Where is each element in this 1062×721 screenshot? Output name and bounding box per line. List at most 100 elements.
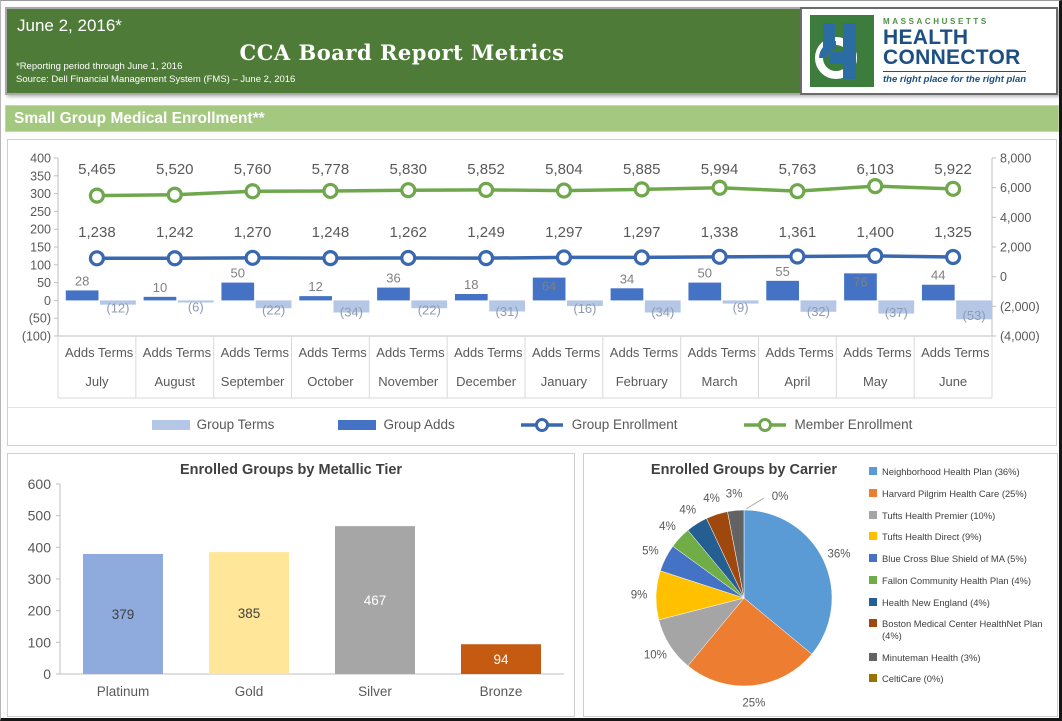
svg-text:0: 0	[43, 666, 51, 682]
svg-text:Adds: Adds	[65, 345, 95, 360]
svg-text:1,297: 1,297	[545, 224, 583, 241]
report-footnote-source: Source: Dell Financial Management System…	[16, 74, 296, 86]
report-footnote-reporting-period: *Reporting period through June 1, 2016	[16, 61, 183, 73]
report-header: June 2, 2016* CCA Board Report Metrics *…	[5, 7, 1058, 95]
carrier-pie-wrap: 36% 25% 10% 9% 5% 4% 4% 4% 3% 0%	[584, 472, 884, 718]
svg-text:Terms: Terms	[798, 345, 834, 360]
svg-text:Silver: Silver	[358, 684, 392, 699]
group-enrollment-label: Group Enrollment	[571, 417, 678, 432]
svg-text:50: 50	[37, 276, 51, 290]
report-footnotes: *Reporting period through June 1, 2016 S…	[16, 61, 295, 87]
svg-text:379: 379	[112, 607, 135, 622]
svg-text:5,778: 5,778	[312, 161, 350, 178]
member-enrollment-label: Member Enrollment	[794, 417, 913, 432]
svg-text:4%: 4%	[659, 521, 676, 533]
carrier-legend-swatch	[869, 532, 877, 541]
svg-text:300: 300	[30, 187, 51, 201]
svg-text:10: 10	[153, 280, 167, 295]
carrier-legend-item-1: Harvard Pilgrim Health Care (25%)	[869, 488, 1053, 499]
svg-text:18: 18	[464, 277, 478, 292]
legend-item-group-adds: Group Adds	[338, 417, 455, 432]
svg-text:December: December	[456, 374, 517, 389]
svg-text:Terms: Terms	[331, 345, 367, 360]
svg-text:(31): (31)	[496, 304, 519, 319]
svg-text:5,922: 5,922	[934, 161, 972, 178]
svg-text:Terms: Terms	[643, 345, 679, 360]
carrier-legend-swatch	[869, 575, 877, 584]
svg-text:34: 34	[620, 271, 634, 286]
svg-text:Adds: Adds	[143, 345, 173, 360]
svg-text:5%: 5%	[642, 545, 659, 557]
metallic-tier-chart-panel: Enrolled Groups by Metallic Tier 0 100 200…	[7, 453, 575, 717]
svg-text:1,238: 1,238	[78, 224, 116, 241]
carrier-legend-swatch	[869, 467, 877, 475]
svg-text:5,830: 5,830	[389, 161, 427, 178]
svg-text:January: January	[541, 374, 588, 389]
svg-text:0: 0	[44, 294, 51, 308]
carrier-legend-label: Health New England (4%)	[882, 596, 990, 608]
carrier-legend-item-8: Minuteman Health (3%)	[869, 652, 1053, 663]
svg-text:Platinum: Platinum	[97, 684, 150, 699]
svg-text:1,270: 1,270	[234, 224, 272, 241]
svg-text:Adds: Adds	[221, 345, 251, 360]
svg-text:3%: 3%	[726, 488, 743, 500]
legend-item-group-terms: Group Terms	[151, 417, 275, 432]
carrier-legend-swatch	[869, 488, 877, 497]
svg-text:(100): (100)	[22, 330, 51, 344]
svg-text:467: 467	[364, 593, 387, 608]
health-connector-logo-icon	[810, 15, 874, 87]
health-connector-logo-text: MASSACHUSETTS HEALTH CONNECTOR the right…	[883, 17, 1027, 85]
svg-text:5,885: 5,885	[623, 161, 661, 178]
svg-text:1,400: 1,400	[856, 224, 894, 241]
svg-text:400: 400	[30, 152, 51, 166]
svg-text:0%: 0%	[772, 491, 789, 503]
svg-text:(6): (6)	[188, 299, 204, 314]
svg-text:5,520: 5,520	[156, 161, 194, 178]
svg-text:44: 44	[931, 268, 945, 283]
section-title: Small Group Medical Enrollment**	[14, 110, 265, 127]
svg-text:Adds: Adds	[532, 345, 562, 360]
group-terms-label: Group Terms	[196, 417, 275, 432]
svg-text:(22): (22)	[262, 302, 285, 317]
metallic-tier-bar-chart: 0 100 200 300 400 500 600 379 Platinum 385 Gold 467…	[28, 476, 564, 699]
logo-tagline: the right place for the right plan	[883, 70, 1027, 85]
svg-text:Terms: Terms	[409, 345, 445, 360]
svg-text:1,248: 1,248	[312, 224, 350, 241]
member-enrollment-swatch	[743, 417, 786, 432]
svg-text:2,000: 2,000	[1000, 241, 1031, 255]
svg-text:36%: 36%	[827, 548, 850, 560]
carrier-legend-label: Harvard Pilgrim Health Care (25%)	[882, 487, 1027, 499]
svg-text:July: July	[85, 374, 109, 389]
svg-text:April: April	[784, 374, 810, 389]
svg-text:1,242: 1,242	[156, 224, 194, 241]
svg-text:Terms: Terms	[721, 345, 757, 360]
svg-text:September: September	[221, 374, 285, 389]
svg-text:(2,000): (2,000)	[1000, 300, 1040, 314]
svg-text:Terms: Terms	[487, 345, 523, 360]
svg-text:Adds: Adds	[921, 345, 951, 360]
svg-text:200: 200	[30, 223, 51, 237]
svg-text:Terms: Terms	[254, 345, 290, 360]
logo-name-line2: CONNECTOR	[883, 46, 1021, 69]
svg-text:Terms: Terms	[565, 345, 601, 360]
carrier-legend-label: Boston Medical Center HealthNet Plan (4%…	[882, 618, 1043, 641]
svg-text:1,338: 1,338	[701, 224, 739, 241]
svg-text:June: June	[939, 374, 967, 389]
carrier-pie-chart-title: Enrolled Groups by Carrier	[650, 462, 838, 478]
svg-text:Terms: Terms	[954, 345, 990, 360]
svg-text:6,000: 6,000	[1000, 181, 1031, 195]
svg-text:385: 385	[238, 606, 261, 621]
svg-text:9%: 9%	[631, 590, 648, 602]
svg-text:November: November	[378, 374, 439, 389]
svg-text:1,297: 1,297	[623, 224, 661, 241]
carrier-legend-swatch	[869, 597, 877, 606]
logo-name-line1: HEALTH	[883, 26, 969, 50]
svg-text:400: 400	[28, 539, 52, 555]
svg-text:500: 500	[28, 508, 52, 524]
svg-text:5,763: 5,763	[779, 161, 817, 178]
carrier-legend-label: CeltiCare (0%)	[882, 673, 944, 685]
carrier-legend-item-3: Tufts Health Direct (9%)	[869, 531, 1053, 542]
carrier-legend-item-6: Health New England (4%)	[869, 597, 1053, 608]
svg-text:28: 28	[75, 273, 89, 288]
